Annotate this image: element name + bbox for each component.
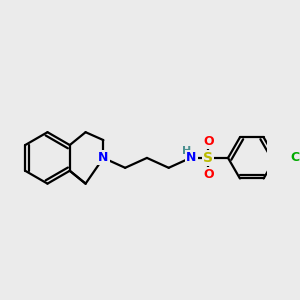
Text: H: H [182, 146, 191, 156]
Text: Cl: Cl [291, 152, 300, 164]
Text: N: N [98, 152, 109, 164]
Text: S: S [203, 151, 213, 165]
Text: N: N [186, 152, 197, 164]
Text: O: O [203, 168, 214, 181]
Text: O: O [203, 135, 214, 148]
